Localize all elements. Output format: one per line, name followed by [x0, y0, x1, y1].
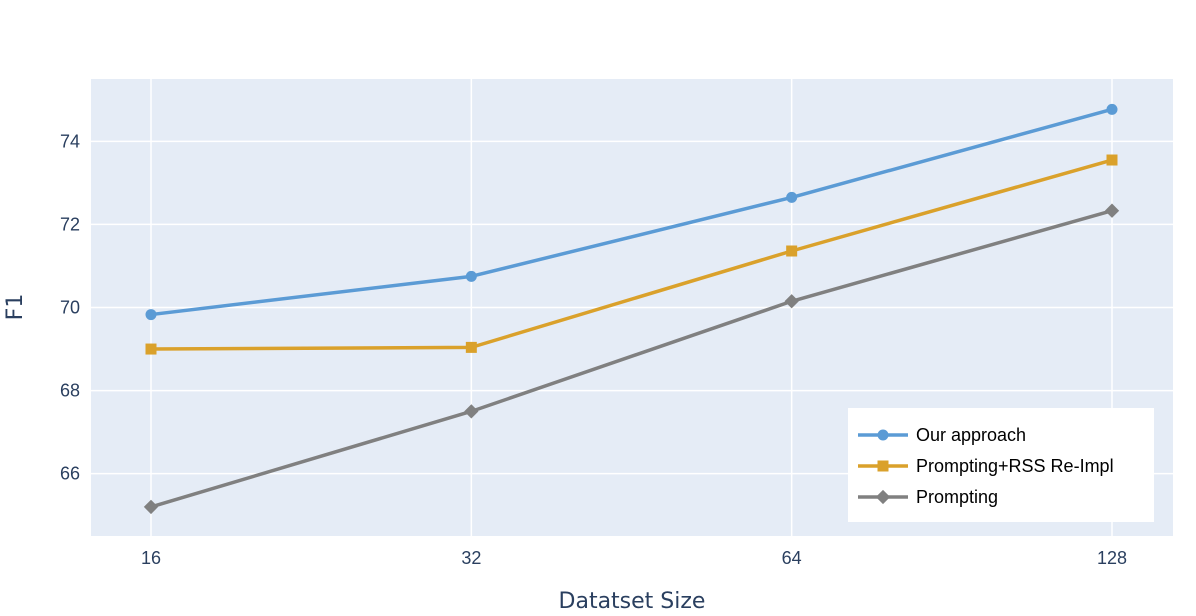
series-line [150, 209, 1113, 509]
legend-label: Our approach [916, 425, 1026, 445]
data-point [465, 270, 477, 282]
y-tick-label: 70 [60, 298, 80, 318]
series-our-approach [145, 103, 1118, 321]
y-tick-label: 72 [60, 214, 80, 234]
x-tick-label: 128 [1097, 548, 1127, 568]
legend-swatch-marker [877, 460, 889, 472]
legend-swatch-marker [875, 489, 891, 505]
data-point [1106, 103, 1118, 115]
series-prompting [143, 203, 1120, 515]
legend-label: Prompting [916, 487, 998, 507]
data-point [786, 191, 798, 203]
data-point [786, 245, 798, 257]
tick-labels: 16 32 64 128 66 68 70 72 74 [60, 131, 1127, 568]
data-point [784, 294, 799, 309]
data-point [464, 404, 479, 419]
y-tick-label: 74 [60, 131, 80, 151]
series-prompting-rss-re-impl [145, 154, 1118, 355]
legend-item: Prompting [858, 487, 998, 507]
y-tick-label: 68 [60, 381, 80, 401]
legend-item: Prompting+RSS Re-Impl [858, 456, 1114, 476]
data-point [145, 343, 157, 355]
legend-item: Our approach [858, 425, 1026, 445]
legend-label: Prompting+RSS Re-Impl [916, 456, 1114, 476]
x-tick-label: 64 [782, 548, 802, 568]
y-tick-label: 66 [60, 464, 80, 484]
data-point [1106, 154, 1118, 166]
series-layer [143, 103, 1120, 515]
data-point [465, 341, 477, 353]
x-axis-title: Datatset Size [559, 589, 706, 614]
y-axis-title: F1 [3, 294, 28, 321]
series-line [150, 158, 1113, 351]
legend: Our approach Prompting+RSS Re-Impl Prompti… [848, 408, 1154, 522]
data-point [143, 499, 159, 515]
data-point [1104, 203, 1120, 218]
data-point [145, 309, 157, 321]
x-tick-label: 16 [141, 548, 161, 568]
series-line [150, 107, 1113, 317]
legend-swatch-marker [877, 429, 889, 441]
x-tick-label: 32 [461, 548, 481, 568]
